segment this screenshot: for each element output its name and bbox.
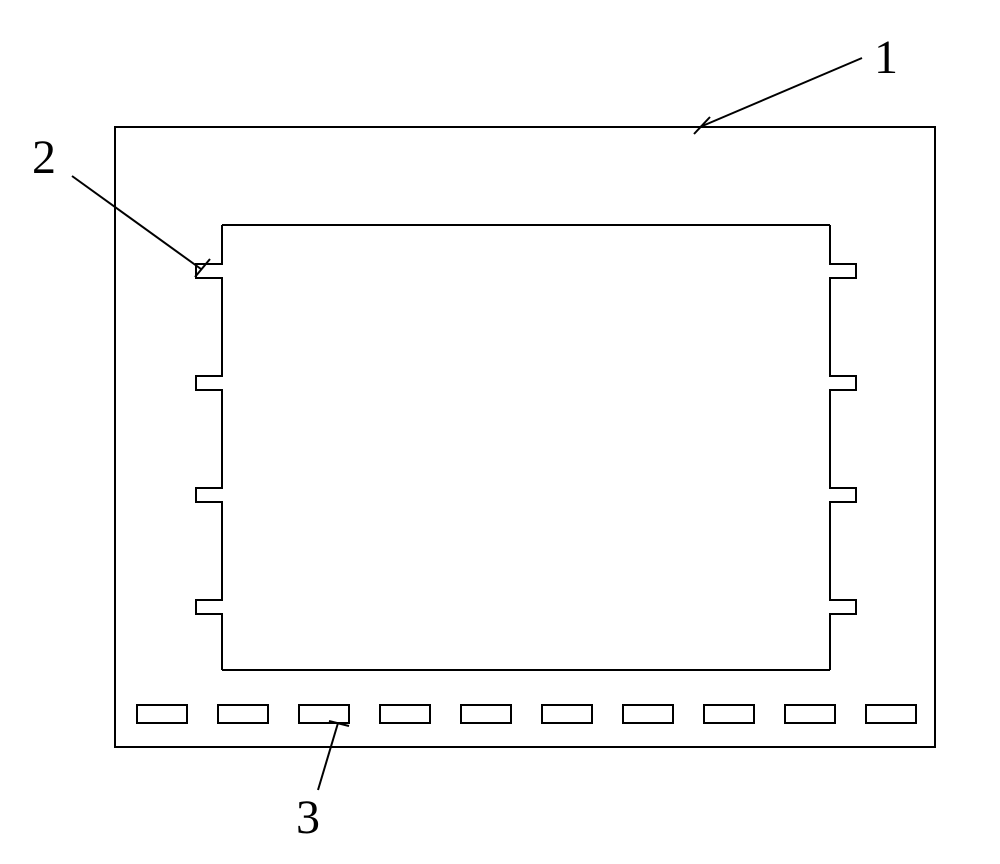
callout-3-label: 3 [296,790,320,845]
bottom-slot [461,705,511,723]
inner-right-notched [830,225,856,670]
bottom-slot [785,705,835,723]
callout-c1-leader [700,58,862,127]
callout-c3-leader [318,723,338,790]
bottom-slot [623,705,673,723]
callout-2-label: 2 [32,130,56,185]
diagram-svg [0,0,1000,864]
bottom-slot [218,705,268,723]
bottom-slot [299,705,349,723]
callout-c2-tick [195,259,210,277]
inner-left-notched [196,225,222,670]
bottom-slot [137,705,187,723]
bottom-slot [704,705,754,723]
callout-c1-tick [694,117,710,134]
callout-c2-leader [72,176,201,269]
bottom-slot [866,705,916,723]
bottom-slot [542,705,592,723]
callout-1-label: 1 [874,30,898,85]
bottom-slot [380,705,430,723]
diagram-stage: 1 2 3 [0,0,1000,864]
outer-rect [115,127,935,747]
